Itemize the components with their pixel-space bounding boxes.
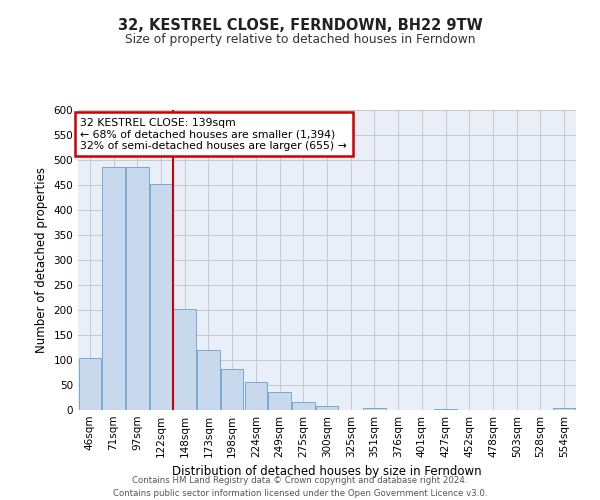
Bar <box>221 369 244 410</box>
Bar <box>268 392 291 410</box>
Bar <box>197 350 220 410</box>
Bar <box>434 408 457 410</box>
Bar <box>79 358 101 410</box>
Bar <box>363 408 386 410</box>
Bar <box>245 382 267 410</box>
X-axis label: Distribution of detached houses by size in Ferndown: Distribution of detached houses by size … <box>172 466 482 478</box>
Bar <box>126 166 149 410</box>
Text: 32 KESTREL CLOSE: 139sqm
← 68% of detached houses are smaller (1,394)
32% of sem: 32 KESTREL CLOSE: 139sqm ← 68% of detach… <box>80 118 347 150</box>
Y-axis label: Number of detached properties: Number of detached properties <box>35 167 48 353</box>
Bar <box>103 166 125 410</box>
Text: Size of property relative to detached houses in Ferndown: Size of property relative to detached ho… <box>125 32 475 46</box>
Text: 32, KESTREL CLOSE, FERNDOWN, BH22 9TW: 32, KESTREL CLOSE, FERNDOWN, BH22 9TW <box>118 18 482 32</box>
Bar <box>316 406 338 410</box>
Bar <box>292 402 314 410</box>
Text: Contains HM Land Registry data © Crown copyright and database right 2024.
Contai: Contains HM Land Registry data © Crown c… <box>113 476 487 498</box>
Bar <box>553 408 575 410</box>
Bar <box>150 184 172 410</box>
Bar <box>173 309 196 410</box>
